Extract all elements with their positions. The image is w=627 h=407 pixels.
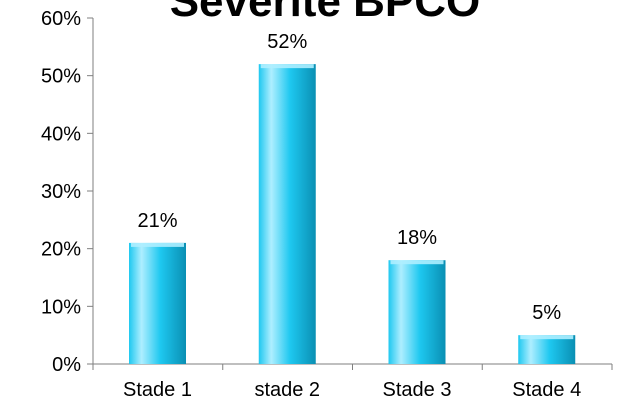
bar <box>518 335 576 364</box>
data-label: 18% <box>397 227 437 249</box>
bar <box>388 260 446 364</box>
data-label: 5% <box>532 302 561 324</box>
bar <box>129 242 186 364</box>
y-tick-label: 20% <box>41 239 81 261</box>
chart-title: Sévérité BPCO <box>170 0 481 26</box>
x-tick-label: stade 2 <box>254 379 320 401</box>
bars <box>129 64 576 364</box>
y-tick-label: 10% <box>41 296 81 318</box>
x-tick-label: Stade 1 <box>123 379 192 401</box>
y-tick-label: 30% <box>41 181 81 203</box>
data-label: 21% <box>137 210 177 232</box>
bar-body <box>518 335 576 364</box>
y-tick-label: 40% <box>41 123 81 145</box>
y-tick-label: 0% <box>52 354 81 376</box>
y-axis: 0% 10% 20% 30% 40% 50% 60% <box>41 8 94 376</box>
y-tick-label: 60% <box>41 8 81 30</box>
data-label: 52% <box>267 31 307 53</box>
bar-top-highlight <box>260 64 314 69</box>
bar-body <box>388 260 446 364</box>
x-tick-label: Stade 4 <box>512 379 581 401</box>
x-tick-label: Stade 3 <box>383 379 452 401</box>
bar-body <box>129 242 186 364</box>
bar-top-highlight <box>131 242 184 247</box>
x-axis: Stade 1 stade 2 Stade 3 Stade 4 <box>92 363 613 401</box>
bar-top-highlight <box>520 335 574 340</box>
bar-body <box>258 64 316 364</box>
bar <box>258 64 316 364</box>
bar-top-highlight <box>390 260 444 265</box>
y-tick-label: 50% <box>41 66 81 88</box>
data-labels: 21% 52% 18% 5% <box>137 31 561 324</box>
